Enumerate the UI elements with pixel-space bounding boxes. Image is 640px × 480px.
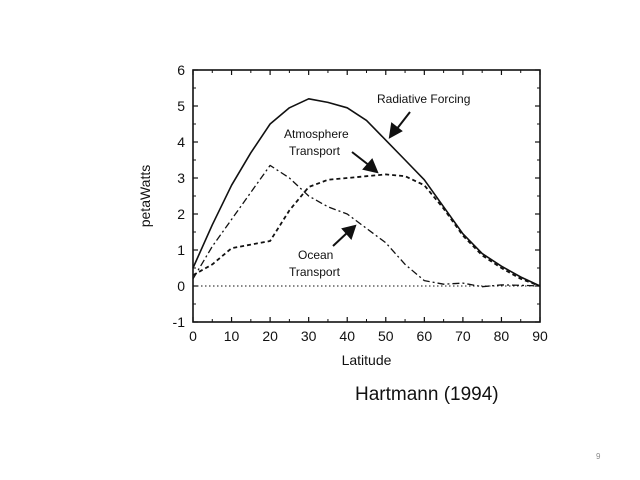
y-tick-label: 3 — [177, 170, 185, 186]
plot-area: 0 10 20 30 40 50 60 70 80 90-10123456Latitudepeta… — [137, 62, 548, 368]
annotation-atmosphere-label: Atmosphere — [284, 127, 349, 141]
arrow-atmosphere-transport — [351, 151, 371, 167]
series-line-radiative-forcing — [192, 98, 541, 287]
y-tick-label: 4 — [177, 134, 185, 150]
arrowhead-radiative-forcing — [388, 122, 403, 139]
arrow-radiative-forcing — [395, 111, 411, 131]
y-tick-label: 2 — [177, 206, 185, 222]
x-tick-label: 90 — [532, 328, 548, 344]
y-tick-label: 1 — [177, 242, 185, 258]
annotation-radiative-forcing: Radiative Forcing — [377, 92, 470, 106]
x-tick-label: 80 — [494, 328, 510, 344]
plot-frame — [192, 69, 541, 323]
y-axis-label: petaWatts — [137, 165, 153, 228]
arrow-ocean-transport — [332, 231, 349, 247]
y-tick-label: 5 — [177, 98, 185, 114]
arrowhead-ocean-transport — [341, 224, 357, 240]
x-tick-label: 20 — [262, 328, 278, 344]
annotation-atmosphere-label: Transport — [289, 144, 341, 158]
x-tick-label: 70 — [455, 328, 471, 344]
x-axis-label: Latitude — [342, 352, 392, 368]
x-tick-label: 40 — [339, 328, 355, 344]
y-tick-label: 0 — [177, 278, 185, 294]
x-tick-label: 60 — [417, 328, 433, 344]
x-tick-label: 0 — [189, 328, 197, 344]
annotation-ocean-label: Ocean — [298, 248, 333, 262]
arrowhead-atmosphere-transport — [362, 158, 379, 174]
page-number: 9 — [596, 452, 601, 461]
series-line-atmosphere-transport — [192, 173, 541, 287]
annotation-ocean-label: Transport — [289, 265, 341, 279]
y-tick-label: 6 — [177, 62, 185, 78]
series-line-ocean-transport — [192, 164, 541, 288]
citation: Hartmann (1994) — [355, 384, 499, 405]
y-tick-label: -1 — [173, 314, 186, 330]
x-tick-label: 50 — [378, 328, 394, 344]
x-tick-label: 30 — [301, 328, 317, 344]
x-tick-label: 10 — [224, 328, 240, 344]
